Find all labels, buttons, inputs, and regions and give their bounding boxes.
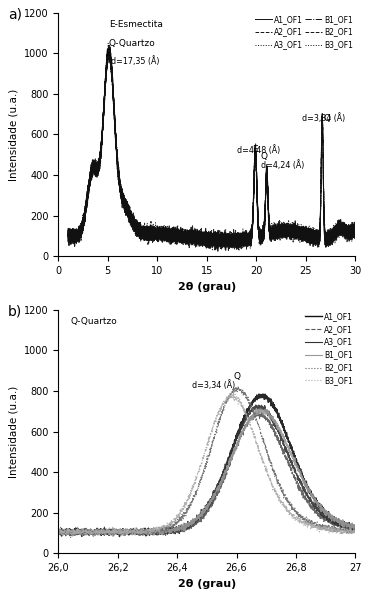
- Text: E-Esmectita: E-Esmectita: [109, 20, 163, 29]
- Legend: A1_OF1, A2_OF1, A3_OF1, B1_OF1, B2_OF1, B3_OF1: A1_OF1, A2_OF1, A3_OF1, B1_OF1, B2_OF1, …: [255, 15, 353, 50]
- Legend: A1_OF1, A2_OF1, A3_OF1, B1_OF1, B2_OF1, B3_OF1: A1_OF1, A2_OF1, A3_OF1, B1_OF1, B2_OF1, …: [305, 312, 353, 385]
- X-axis label: 2θ (grau): 2θ (grau): [178, 578, 236, 589]
- Text: d=3,34 (Å): d=3,34 (Å): [302, 113, 345, 123]
- Text: Q: Q: [260, 152, 267, 161]
- Text: Q-Quartzo: Q-Quartzo: [70, 317, 117, 326]
- X-axis label: 2θ (grau): 2θ (grau): [178, 282, 236, 291]
- Text: d=4,24 (Å): d=4,24 (Å): [261, 160, 305, 170]
- Y-axis label: Intensidade (u.a.): Intensidade (u.a.): [9, 386, 18, 478]
- Text: b): b): [8, 304, 22, 319]
- Text: Q: Q: [233, 372, 240, 381]
- Text: d=17,35 (Å): d=17,35 (Å): [111, 57, 159, 66]
- Y-axis label: Intensidade (u.a.): Intensidade (u.a.): [9, 88, 18, 180]
- Text: Q-Quartzo: Q-Quartzo: [109, 39, 155, 48]
- Text: Q: Q: [324, 114, 331, 123]
- Text: d=4,48 (Å): d=4,48 (Å): [236, 145, 280, 155]
- Text: a): a): [8, 8, 22, 21]
- Text: d=3,34 (Å): d=3,34 (Å): [192, 380, 235, 390]
- Text: E: E: [105, 49, 111, 59]
- Text: E: E: [253, 144, 258, 153]
